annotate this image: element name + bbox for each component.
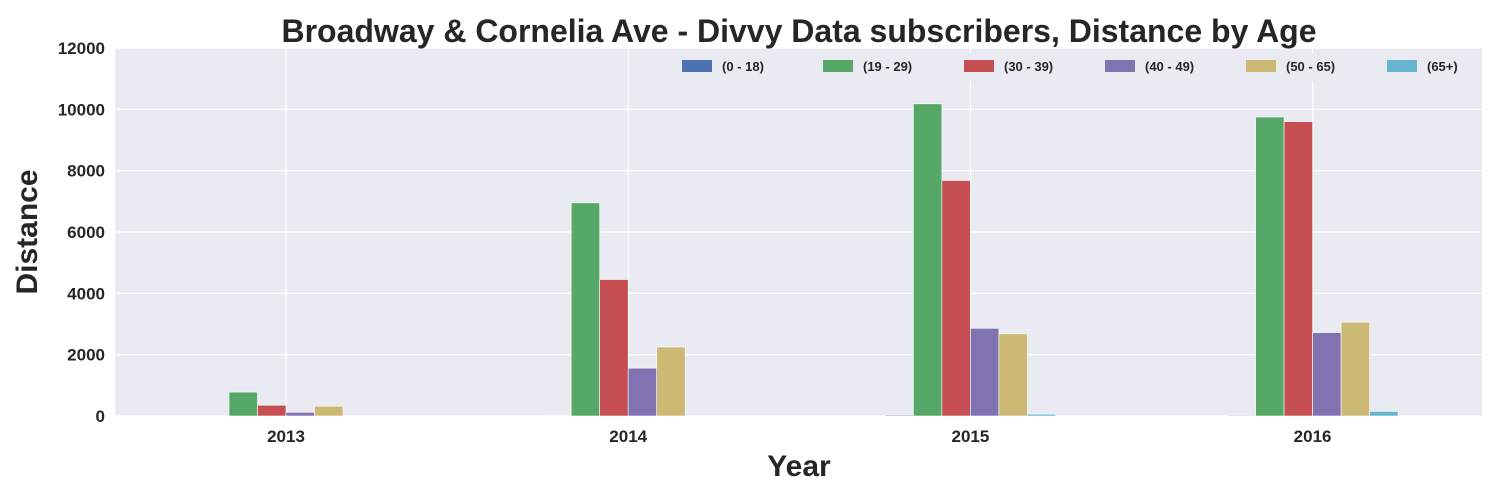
bar	[314, 405, 344, 417]
x-axis-label: Year	[767, 450, 831, 483]
bar	[257, 404, 287, 417]
bar	[1369, 411, 1399, 417]
legend-swatch	[823, 60, 853, 72]
y-tick-label: 2000	[67, 346, 105, 365]
legend-label: (50 - 65)	[1286, 59, 1335, 74]
legend-label: (30 - 39)	[1004, 59, 1053, 74]
bars	[200, 103, 1399, 417]
bar	[627, 367, 658, 417]
y-tick-label: 0	[96, 407, 105, 426]
y-tick-label: 12000	[58, 39, 105, 58]
bar	[1226, 414, 1256, 417]
bar	[884, 414, 914, 417]
legend-label: (40 - 49)	[1145, 59, 1194, 74]
bar	[1312, 332, 1342, 417]
legend-box	[673, 53, 1479, 81]
legend-label: (0 - 18)	[722, 59, 764, 74]
bar	[570, 202, 601, 417]
legend-swatch	[1387, 60, 1417, 72]
bar	[1027, 413, 1057, 417]
legend-label: (19 - 29)	[863, 59, 912, 74]
chart-title: Broadway & Cornelia Ave - Divvy Data sub…	[281, 13, 1316, 49]
bar	[998, 333, 1028, 417]
x-tick-label: 2013	[267, 427, 305, 446]
bar	[285, 412, 315, 417]
legend-swatch	[964, 60, 994, 72]
bar	[228, 391, 258, 417]
legend-swatch	[1246, 60, 1276, 72]
x-tick-label: 2016	[1294, 427, 1332, 446]
legend: (0 - 18) (19 - 29) (30 - 39) (40 - 49) (50 -…	[673, 53, 1479, 81]
x-tick-label: 2014	[609, 427, 647, 446]
bar	[913, 103, 943, 417]
legend-swatch	[682, 60, 712, 72]
y-tick-label: 6000	[67, 223, 105, 242]
x-tick-labels: 2013 2014 2015 2016	[267, 427, 1331, 446]
y-axis-label: Distance	[11, 169, 44, 294]
bar	[1340, 321, 1370, 417]
y-tick-label: 10000	[58, 100, 105, 119]
bar	[599, 279, 629, 417]
bar	[970, 327, 1000, 417]
bar	[941, 180, 971, 417]
bar	[656, 346, 686, 417]
y-tick-labels: 0 2000 4000 6000 8000 10000 12000	[58, 39, 105, 426]
legend-swatch	[1105, 60, 1135, 72]
legend-label: (65+)	[1427, 59, 1458, 74]
x-tick-label: 2015	[951, 427, 989, 446]
bar	[542, 415, 572, 417]
y-tick-label: 4000	[67, 284, 105, 303]
bar	[1255, 116, 1285, 417]
y-tick-label: 8000	[67, 162, 105, 181]
bar	[1283, 121, 1313, 417]
